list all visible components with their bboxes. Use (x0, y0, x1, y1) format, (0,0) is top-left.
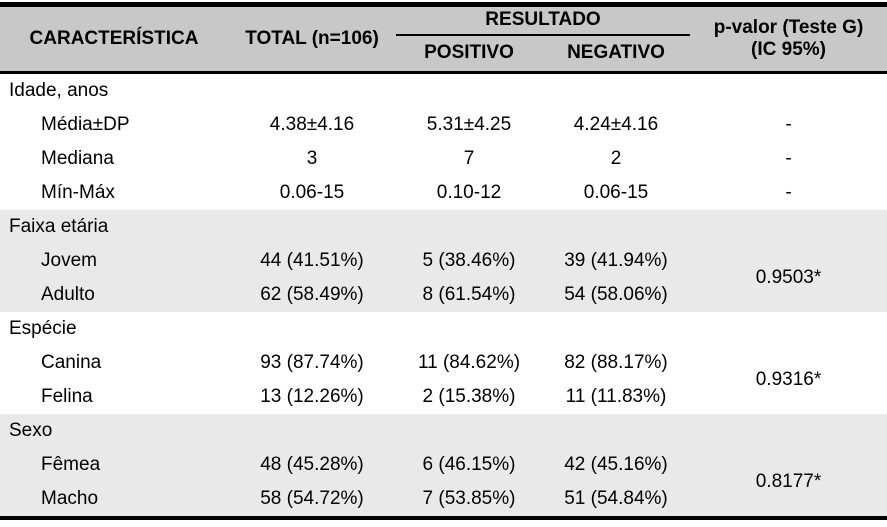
section-title-row-especie: Espécie (0, 312, 887, 346)
table-row-adulto: Adulto 62 (58.49%) 8 (61.54%) 54 (58.06%… (0, 278, 887, 312)
row-label: Mediana (0, 142, 228, 176)
cell-negativo: 4.24±4.16 (542, 108, 690, 142)
table-row-min-max: Mín-Máx 0.06-15 0.10-12 0.06-15 - (0, 176, 887, 210)
cell-total: 62 (58.49%) (228, 278, 396, 312)
cell-pvalor: - (690, 142, 887, 176)
cell-total: 13 (12.26%) (228, 380, 396, 414)
section-title: Espécie (0, 312, 887, 346)
header-row-top: CARACTERÍSTICA TOTAL (n=106) RESULTADO p… (0, 4, 887, 73)
table-row-macho: Macho 58 (54.72%) 7 (53.85%) 51 (54.84%) (0, 482, 887, 518)
pvalor-header-line2: (IC 95%) (751, 39, 826, 60)
cell-negativo: 82 (88.17%) (542, 346, 690, 380)
table-row-media-dp: Média±DP 4.38±4.16 5.31±4.25 4.24±4.16 - (0, 108, 887, 142)
row-label: Jovem (0, 244, 228, 278)
section-title-row-idade: Idade, anos (0, 72, 887, 108)
cell-negativo: 11 (11.83%) (542, 380, 690, 414)
table-row-felina: Felina 13 (12.26%) 2 (15.38%) 11 (11.83%… (0, 380, 887, 414)
cell-negativo: 54 (58.06%) (542, 278, 690, 312)
cell-positivo: 8 (61.54%) (396, 278, 542, 312)
row-label: Fêmea (0, 448, 228, 482)
header-row-sub: POSITIVO NEGATIVO (0, 34, 887, 73)
cell-negativo: 0.06-15 (542, 176, 690, 210)
cell-positivo: 0.10-12 (396, 176, 542, 210)
cell-pvalor: - (690, 176, 887, 210)
cell-total: 93 (87.74%) (228, 346, 396, 380)
table-row-canina: Canina 93 (87.74%) 11 (84.62%) 82 (88.17… (0, 346, 887, 414)
pvalor-header-line1: p-valor (Teste G) (713, 17, 864, 38)
cell-positivo: 11 (84.62%) (396, 346, 542, 380)
cell-pvalor-merged: 0.9503* (690, 244, 887, 312)
table-body: Idade, anos Média±DP 4.38±4.16 5.31±4.25… (0, 72, 887, 518)
cell-pvalor-merged: 0.8177* (690, 448, 887, 518)
cell-total: 3 (228, 142, 396, 176)
col-header-positivo: POSITIVO (396, 34, 542, 73)
section-title: Idade, anos (0, 72, 887, 108)
cell-negativo: 51 (54.84%) (542, 482, 690, 518)
col-header-negativo: NEGATIVO (542, 34, 690, 73)
section-title: Faixa etária (0, 210, 887, 244)
cell-positivo: 6 (46.15%) (396, 448, 542, 482)
table-row-jovem: Jovem 44 (41.51%) 5 (38.46%) 39 (41.94%)… (0, 244, 887, 312)
cell-negativo: 39 (41.94%) (542, 244, 690, 278)
row-label: Macho (0, 482, 228, 518)
col-header-total: TOTAL (n=106) (228, 4, 396, 73)
cell-pvalor-merged: 0.9316* (690, 346, 887, 414)
cell-total: 58 (54.72%) (228, 482, 396, 518)
section-title-row-sexo: Sexo (0, 414, 887, 448)
row-label: Felina (0, 380, 228, 414)
table-header: CARACTERÍSTICA TOTAL (n=106) RESULTADO p… (0, 4, 887, 73)
table-row-mediana: Mediana 3 7 2 - (0, 142, 887, 176)
section-title-row-faixa-etaria: Faixa etária (0, 210, 887, 244)
cell-total: 44 (41.51%) (228, 244, 396, 278)
col-header-caracteristica: CARACTERÍSTICA (0, 4, 228, 73)
section-title: Sexo (0, 414, 887, 448)
cell-total: 0.06-15 (228, 176, 396, 210)
col-header-pvalor: p-valor (Teste G) (IC 95%) (690, 4, 887, 73)
cell-positivo: 5 (38.46%) (396, 244, 542, 278)
cell-positivo: 7 (396, 142, 542, 176)
cell-negativo: 42 (45.16%) (542, 448, 690, 482)
cell-total: 48 (45.28%) (228, 448, 396, 482)
col-header-resultado: RESULTADO (396, 4, 690, 36)
row-label: Adulto (0, 278, 228, 312)
cell-negativo: 2 (542, 142, 690, 176)
row-label: Canina (0, 346, 228, 380)
cell-pvalor: - (690, 108, 887, 142)
cell-positivo: 5.31±4.25 (396, 108, 542, 142)
cell-positivo: 7 (53.85%) (396, 482, 542, 518)
cell-total: 4.38±4.16 (228, 108, 396, 142)
row-label: Média±DP (0, 108, 228, 142)
table-row-femea: Fêmea 48 (45.28%) 6 (46.15%) 42 (45.16%)… (0, 448, 887, 518)
cell-positivo: 2 (15.38%) (396, 380, 542, 414)
row-label: Mín-Máx (0, 176, 228, 210)
